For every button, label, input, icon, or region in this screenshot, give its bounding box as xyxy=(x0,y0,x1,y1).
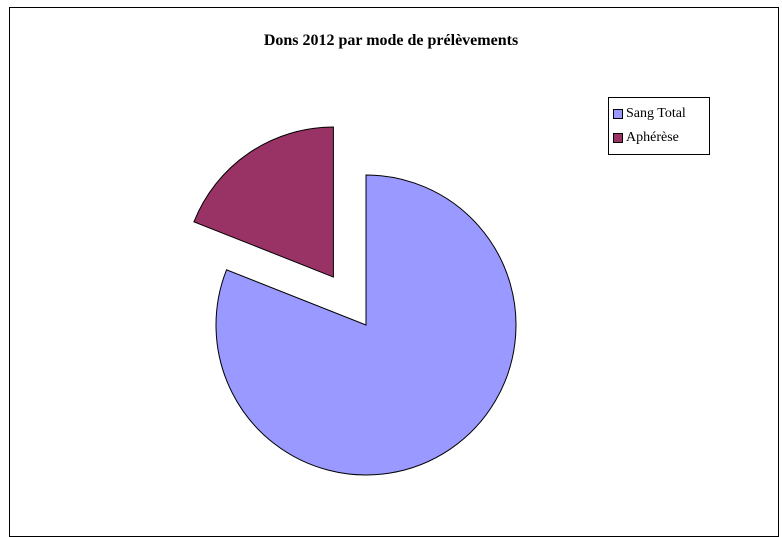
chart-title: Dons 2012 par mode de prélèvements xyxy=(263,32,519,49)
legend-item-apherese: Aphérèse xyxy=(613,126,709,150)
legend-label-apherese: Aphérèse xyxy=(626,130,679,145)
legend: Sang Total Aphérèse xyxy=(608,97,710,155)
pie-slice-sang-total xyxy=(215,174,517,476)
legend-swatch-apherese xyxy=(613,133,623,143)
legend-swatch-sang-total xyxy=(613,109,623,119)
pie-slice-apherese xyxy=(193,126,334,278)
legend-label-sang-total: Sang Total xyxy=(626,106,686,121)
pie-chart xyxy=(193,126,517,476)
legend-item-sang-total: Sang Total xyxy=(613,102,709,126)
